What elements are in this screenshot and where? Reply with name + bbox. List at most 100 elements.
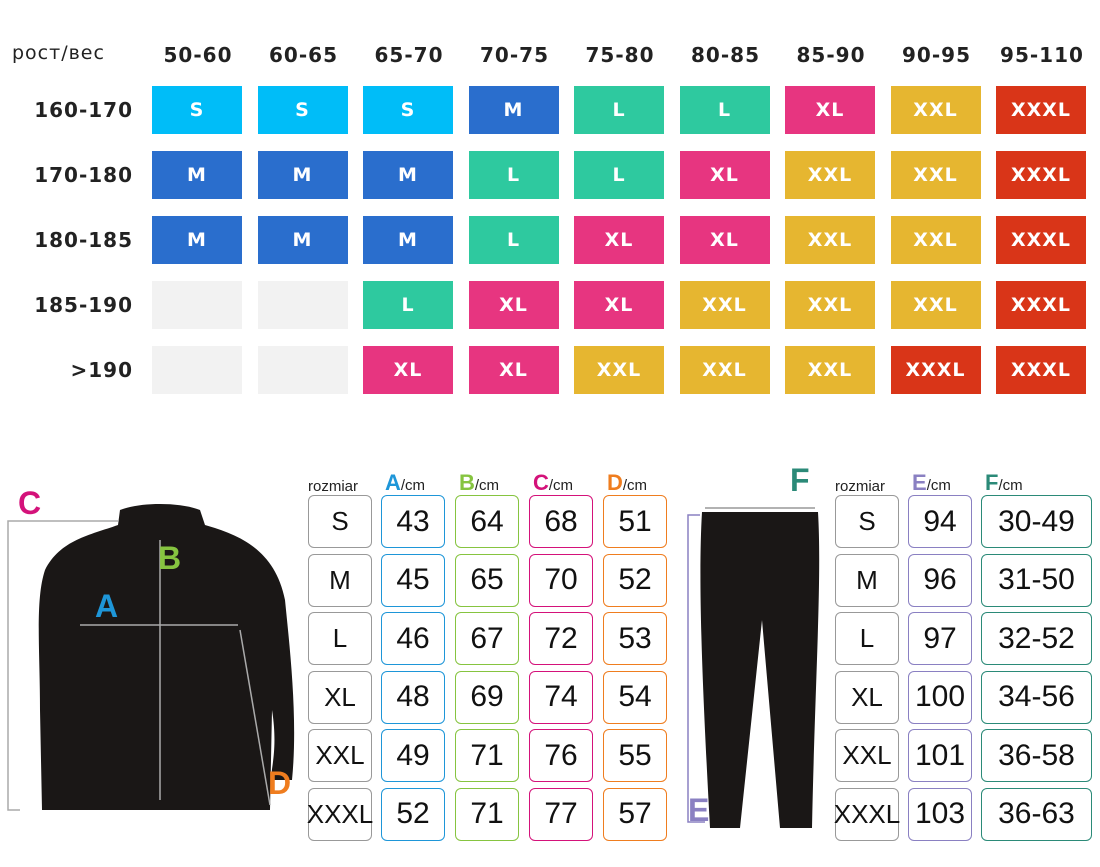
size-cell: M (363, 151, 453, 199)
size-label-box: XXXL (307, 787, 373, 841)
weight-header: 50-60 (163, 43, 233, 67)
size-cell (257, 346, 348, 394)
measurement-box: 64 (455, 495, 519, 548)
size-cell: XXL (890, 216, 981, 264)
measurement-box: 36-63 (981, 787, 1092, 841)
column-header: C/cm (533, 470, 573, 496)
size-cell: XXXL (996, 151, 1086, 199)
weight-header: 80-85 (691, 43, 760, 67)
measurement-box: 57 (603, 787, 667, 841)
size-cell: XXL (679, 346, 770, 394)
weight-header: 95-110 (1000, 43, 1084, 67)
label-a: A (95, 588, 119, 624)
size-cell: XXL (890, 151, 981, 199)
height-label: 180-185 (34, 228, 133, 252)
size-cell: M (257, 151, 348, 199)
column-letter: B (459, 470, 475, 495)
measurement-box: 71 (455, 729, 519, 782)
measurement-box: 51 (603, 495, 667, 548)
weight-header: 70-75 (480, 43, 549, 67)
column-header: E/cm (912, 470, 951, 496)
column-letter: C (533, 470, 549, 495)
size-label-box: XXL (308, 729, 372, 782)
measurement-box: 52 (381, 787, 445, 841)
column-letter: A (385, 470, 401, 495)
column-header: D/cm (607, 470, 647, 496)
measurement-box: 70 (529, 553, 593, 607)
size-label-box: S (308, 495, 372, 548)
shirt-illustration (7, 504, 295, 811)
measurement-box: 43 (381, 495, 445, 548)
measurement-box: 74 (529, 670, 593, 724)
height-label: 160-170 (34, 98, 133, 122)
grid-corner-label: рост/вес (12, 42, 105, 64)
measurement-box: 45 (381, 553, 445, 607)
measurement-box: 34-56 (981, 670, 1092, 724)
column-unit: /cm (998, 477, 1023, 494)
size-cell: L (468, 151, 559, 199)
size-cell: XL (574, 216, 664, 264)
column-header: F/cm (985, 470, 1023, 496)
size-cell: L (574, 151, 664, 199)
label-c: C (18, 485, 42, 521)
measurement-box: 31-50 (981, 553, 1092, 607)
measurement-box: 32-52 (981, 612, 1092, 665)
measurement-box: 52 (603, 553, 667, 607)
size-cell: XXL (679, 281, 770, 329)
size-cell: XL (574, 281, 664, 329)
size-cell: XL (468, 281, 559, 329)
size-cell (257, 281, 348, 329)
measurement-box: 48 (381, 670, 445, 724)
label-d: D (268, 765, 292, 801)
size-cell: XL (679, 151, 770, 199)
size-cell: L (468, 216, 559, 264)
size-label-box: L (835, 612, 899, 665)
size-cell: M (257, 216, 348, 264)
size-cell: M (152, 151, 242, 199)
column-unit: /cm (548, 477, 574, 494)
pants-illustration (687, 507, 820, 828)
height-label: 170-180 (34, 163, 133, 187)
column-unit: /cm (400, 477, 426, 494)
column-unit: /cm (926, 477, 951, 494)
size-cell: XXL (890, 281, 981, 329)
size-cell: XXXL (996, 216, 1086, 264)
size-cell: S (152, 86, 242, 134)
size-cell (152, 281, 242, 329)
measurement-box: 67 (455, 612, 519, 665)
measurement-box: 46 (381, 612, 445, 665)
weight-header: 75-80 (585, 43, 655, 67)
size-label-box: XXXL (834, 787, 900, 841)
measurement-box: 100 (908, 670, 972, 724)
weight-header: 90-95 (902, 43, 971, 67)
size-cell: XXL (574, 346, 664, 394)
measurement-box: 55 (603, 729, 667, 782)
measurement-box: 65 (455, 553, 519, 607)
size-cell: M (363, 216, 453, 264)
measurement-box: 72 (529, 612, 593, 665)
column-letter: F (985, 470, 999, 495)
weight-header: 85-90 (796, 43, 866, 67)
measurement-box: 36-58 (981, 729, 1092, 782)
size-cell: XXL (785, 281, 875, 329)
weight-header: 60-65 (269, 43, 338, 67)
measurement-box: 68 (529, 495, 593, 548)
size-cell: L (574, 86, 664, 134)
measurement-box: 101 (908, 729, 972, 782)
size-cell: XXL (785, 151, 875, 199)
size-cell: XL (363, 346, 453, 394)
size-cell: XXXL (996, 281, 1086, 329)
size-cell: XXL (785, 216, 875, 264)
measurement-box: 71 (455, 787, 519, 841)
measurement-box: 54 (603, 670, 667, 724)
size-cell: L (679, 86, 770, 134)
label-b: B (158, 540, 182, 576)
measurement-box: 69 (455, 670, 519, 724)
label-e: E (688, 792, 710, 828)
measurement-box: 97 (908, 612, 972, 665)
measurement-box: 94 (908, 495, 972, 548)
measurement-box: 49 (381, 729, 445, 782)
size-cell: S (257, 86, 348, 134)
measurement-box: 96 (908, 553, 972, 607)
size-label-box: XL (308, 670, 372, 724)
